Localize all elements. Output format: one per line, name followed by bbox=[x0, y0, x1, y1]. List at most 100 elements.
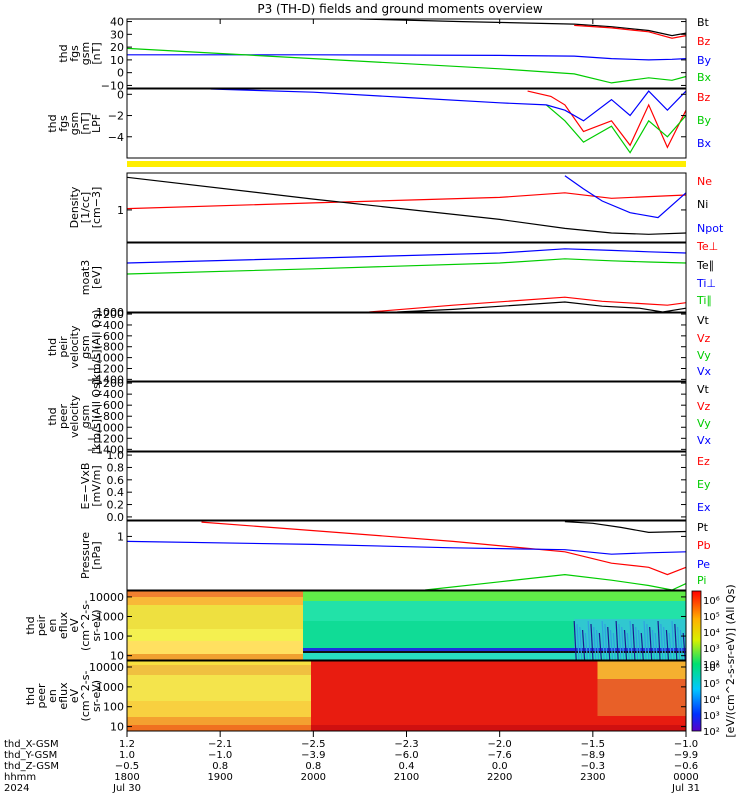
legend-entry: Ez bbox=[697, 455, 710, 468]
y-tick-label: 1000 bbox=[96, 306, 124, 319]
y-tick-label: 0 bbox=[117, 67, 124, 80]
spectrogram-band bbox=[597, 679, 686, 716]
spectrogram-noise bbox=[607, 626, 611, 661]
spectrogram-band bbox=[127, 591, 303, 597]
y-axis-label: velocity bbox=[68, 325, 81, 368]
spectrogram-noise bbox=[581, 629, 586, 661]
x-axis-value: 1.0 bbox=[119, 750, 135, 761]
spectrogram-band bbox=[311, 725, 686, 731]
spectrogram-noise bbox=[637, 629, 642, 661]
y-axis-label: [nT] bbox=[90, 42, 103, 64]
spectrogram-band bbox=[127, 629, 303, 641]
colorbar-tick-label: 10⁵ bbox=[703, 612, 720, 623]
x-axis-value: −0.6 bbox=[674, 761, 698, 772]
y-tick-label: 0.0 bbox=[107, 511, 125, 524]
panel-frame bbox=[126, 242, 687, 313]
spectrogram-band bbox=[303, 601, 686, 621]
y-axis-label: LPF bbox=[90, 114, 103, 133]
y-tick-label: −4 bbox=[108, 131, 124, 144]
x-axis-value: −1.0 bbox=[674, 739, 698, 750]
series-line-Pi bbox=[425, 573, 687, 591]
x-axis-value: 2300 bbox=[580, 772, 605, 783]
y-tick-label: −200 bbox=[94, 377, 124, 390]
series-line-Pb bbox=[201, 521, 687, 576]
y-tick-label: 0.2 bbox=[107, 499, 125, 512]
y-tick-label: 1 bbox=[117, 530, 124, 543]
x-axis-value: 2100 bbox=[394, 772, 419, 783]
series-line-Pt bbox=[564, 521, 687, 534]
legend-entry: Vt bbox=[697, 383, 710, 396]
panel-frame bbox=[126, 312, 687, 382]
legend-entry: Vx bbox=[697, 434, 712, 447]
series-line-Bx bbox=[210, 88, 687, 122]
x-axis-value: −2.3 bbox=[394, 739, 418, 750]
series-line-Ni bbox=[126, 176, 687, 235]
spectrogram-noise bbox=[623, 629, 628, 661]
x-axis-row-label: thd_Z-GSM bbox=[4, 761, 59, 772]
series-line-Bx bbox=[126, 47, 687, 84]
y-tick-label: −1200 bbox=[87, 432, 124, 445]
spectrogram-band bbox=[127, 605, 303, 629]
colorbar-tick-label: 10² bbox=[703, 727, 720, 738]
y-axis-label: thd bbox=[24, 616, 37, 634]
y-tick-label: −1000 bbox=[87, 352, 124, 365]
series-line-Bt bbox=[359, 18, 687, 37]
spectrogram-noise bbox=[663, 626, 667, 661]
x-axis-value: Jul 31 bbox=[671, 783, 700, 794]
spectrogram-band bbox=[127, 641, 303, 654]
spectrogram-noise bbox=[665, 629, 670, 661]
y-axis-label: eV bbox=[68, 618, 81, 633]
spectrogram-band bbox=[127, 717, 311, 725]
y-axis-label: gsm bbox=[79, 405, 92, 428]
y-axis-label: eflux bbox=[57, 611, 70, 639]
panel-frame bbox=[126, 451, 687, 521]
x-axis-value: −7.6 bbox=[488, 750, 512, 761]
y-tick-label: −1000 bbox=[87, 421, 124, 434]
spectrogram-noise bbox=[671, 620, 675, 661]
x-axis-value: −0.3 bbox=[581, 761, 605, 772]
y-tick-label: 1 bbox=[117, 204, 124, 217]
spectrogram-noise bbox=[609, 629, 614, 661]
y-axis-label: [1/cc] bbox=[79, 192, 92, 223]
spectrogram-band bbox=[303, 651, 686, 653]
y-tick-label: −10 bbox=[101, 79, 124, 92]
x-axis-value: −6.0 bbox=[394, 750, 418, 761]
y-axis-label: [mV/m] bbox=[90, 465, 103, 506]
y-axis-label: eV bbox=[68, 688, 81, 703]
y-axis-label: thd bbox=[46, 114, 59, 132]
y-tick-label: −600 bbox=[94, 330, 124, 343]
y-tick-label: 0 bbox=[117, 88, 124, 101]
y-tick-label: 0.8 bbox=[107, 461, 125, 474]
x-axis-value: 1800 bbox=[114, 772, 139, 783]
y-tick-label: 0.4 bbox=[107, 486, 125, 499]
y-axis-label: en bbox=[46, 689, 59, 703]
y-axis-label: Density bbox=[68, 186, 81, 228]
y-tick-label: 1000 bbox=[96, 681, 124, 694]
y-tick-label: −800 bbox=[94, 410, 124, 423]
y-tick-label: −2 bbox=[108, 110, 124, 123]
y-axis-label: (cm^2-s- bbox=[79, 671, 92, 722]
colorbar-tick-label: 10⁶ bbox=[703, 663, 720, 674]
x-axis-row-label: 2024 bbox=[4, 783, 29, 794]
y-tick-label: 20 bbox=[110, 41, 124, 54]
y-axis-label: gsm bbox=[79, 335, 92, 358]
colorbar-tick-label: 10⁶ bbox=[703, 596, 720, 607]
y-axis-label: peer bbox=[57, 404, 70, 430]
spectrogram-noise bbox=[576, 623, 580, 661]
spectrogram-noise bbox=[593, 626, 597, 661]
series-line-By bbox=[545, 104, 687, 154]
series-line-Ti⊥ bbox=[126, 248, 687, 264]
x-axis-value: Jul 30 bbox=[112, 783, 141, 794]
spectrogram-noise bbox=[674, 623, 678, 661]
legend-entry: Pe bbox=[697, 558, 710, 571]
colorbar-tick-label: 10⁴ bbox=[703, 695, 720, 706]
x-axis-value: −1.5 bbox=[581, 739, 605, 750]
spectrogram-band bbox=[127, 597, 303, 605]
y-axis-label: thd bbox=[46, 407, 59, 425]
spectrogram-noise bbox=[677, 626, 681, 661]
x-axis-value: 0.4 bbox=[399, 761, 415, 772]
spectrogram-noise bbox=[590, 623, 594, 661]
legend-entry: Vy bbox=[697, 417, 711, 430]
spectrogram-noise bbox=[579, 626, 583, 661]
y-axis-label: sr-eV) bbox=[90, 680, 103, 712]
